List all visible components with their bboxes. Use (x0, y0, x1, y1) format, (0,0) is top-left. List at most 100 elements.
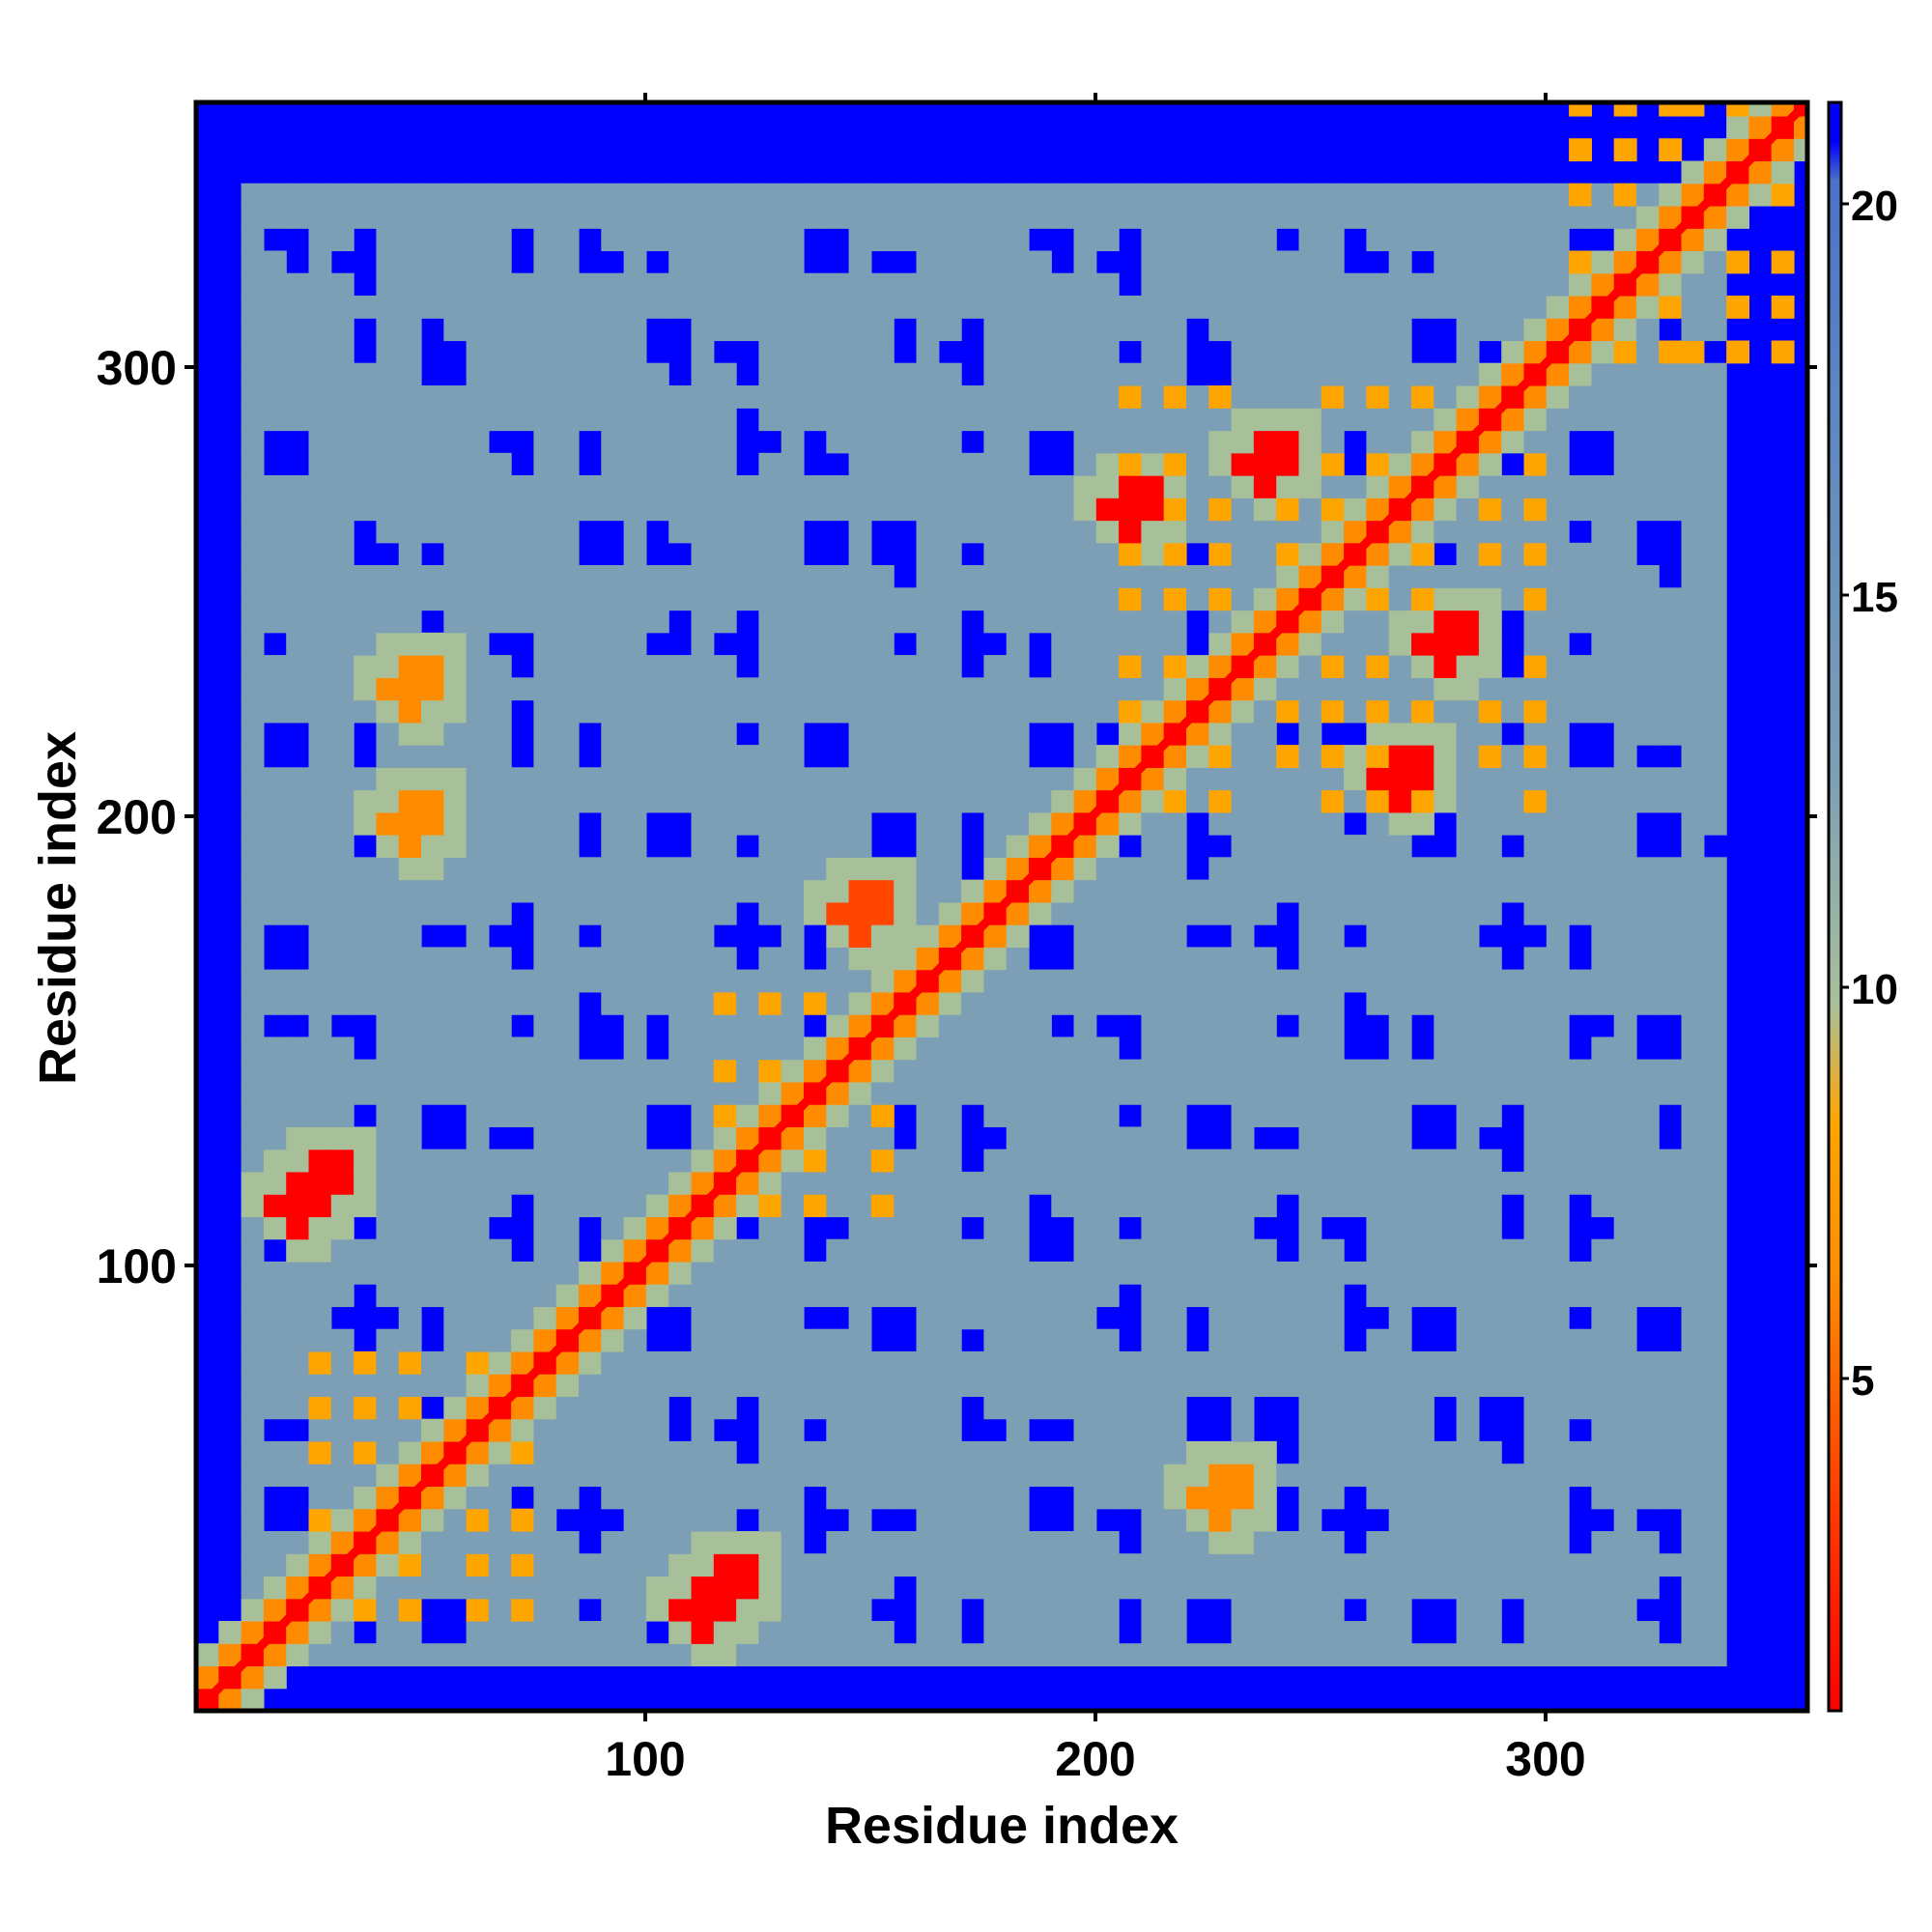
heatmap-cell (961, 1463, 984, 1488)
heatmap-cell (241, 1149, 265, 1173)
heatmap-cell (1411, 228, 1435, 252)
heatmap-cell (1635, 1171, 1660, 1195)
heatmap-cell (579, 565, 602, 588)
heatmap-cell (1591, 655, 1615, 678)
heatmap-cell (354, 1194, 377, 1218)
heatmap-cell (1006, 1553, 1030, 1577)
heatmap-cell (713, 991, 737, 1015)
heatmap-cell (870, 1104, 895, 1127)
heatmap-cell (308, 520, 332, 544)
heatmap-cell (466, 1553, 490, 1577)
heatmap-cell (1344, 565, 1367, 588)
heatmap-cell (1434, 206, 1458, 229)
heatmap-cell (870, 991, 895, 1015)
heatmap-cell (1388, 1553, 1412, 1577)
heatmap-cell (1208, 1306, 1233, 1330)
heatmap-cell (691, 520, 715, 544)
heatmap-cell (376, 789, 400, 813)
heatmap-cell (983, 1037, 1008, 1061)
heatmap-cell (736, 497, 759, 522)
heatmap-cell (511, 587, 534, 611)
heatmap-cell (623, 565, 647, 588)
heatmap-cell (488, 1553, 512, 1577)
heatmap-cell (1186, 655, 1209, 678)
heatmap-cell (533, 228, 557, 252)
heatmap-cell (601, 408, 625, 432)
heatmap-cell (1344, 587, 1367, 611)
heatmap-cell (1231, 1149, 1255, 1173)
heatmap-cell (1163, 991, 1187, 1015)
heatmap-cell (1276, 1643, 1300, 1667)
heatmap-cell (601, 745, 625, 768)
heatmap-cell (1411, 767, 1435, 791)
heatmap-cell (1681, 632, 1705, 656)
heatmap-cell (781, 565, 805, 588)
heatmap-cell (1703, 1396, 1727, 1420)
heatmap-cell (736, 250, 759, 274)
heatmap-cell (1501, 991, 1525, 1015)
heatmap-cell (1119, 632, 1142, 656)
heatmap-cell (826, 1081, 850, 1105)
heatmap-cell (1456, 1531, 1480, 1554)
heatmap-cell (421, 969, 444, 993)
heatmap-cell (466, 610, 490, 634)
heatmap-cell (263, 835, 287, 858)
heatmap-cell (668, 1350, 693, 1375)
heatmap-cell (511, 857, 534, 881)
x-axis: 100 200 300 Residue index (605, 93, 1586, 1855)
heatmap-cell (241, 1463, 265, 1488)
heatmap-cell (1253, 1081, 1277, 1105)
heatmap-cell (1411, 901, 1435, 925)
heatmap-cell (848, 1621, 872, 1644)
heatmap-cell (1456, 789, 1480, 813)
heatmap-cell (398, 1531, 422, 1554)
heatmap-cell (1703, 587, 1727, 611)
heatmap-cell (1253, 430, 1277, 454)
heatmap-cell (1253, 1598, 1277, 1622)
heatmap-cell (938, 1350, 962, 1375)
heatmap-cell (736, 1621, 759, 1644)
heatmap-cell (870, 1621, 895, 1644)
heatmap-cell (1321, 969, 1345, 993)
heatmap-cell (601, 362, 625, 386)
heatmap-cell (758, 811, 782, 836)
heatmap-cell (1298, 924, 1322, 948)
heatmap-cell (713, 811, 737, 836)
heatmap-cell (1141, 1553, 1165, 1577)
heatmap-cell (1276, 340, 1300, 364)
heatmap-cell (1434, 610, 1458, 634)
heatmap-cell (1298, 1171, 1322, 1195)
heatmap-cell (1366, 362, 1390, 386)
heatmap-cell (1344, 1374, 1367, 1398)
heatmap-cell (826, 296, 850, 319)
heatmap-cell (1073, 250, 1097, 274)
heatmap-cell (623, 206, 647, 229)
heatmap-cell (1434, 1059, 1458, 1083)
heatmap-cell (488, 677, 512, 701)
heatmap-cell (466, 1621, 490, 1644)
heatmap-cell (1208, 1553, 1233, 1577)
heatmap-cell (848, 1104, 872, 1127)
heatmap-cell (1141, 947, 1165, 971)
heatmap-cell (1006, 1171, 1030, 1195)
heatmap-cell (668, 408, 693, 432)
heatmap-cell (511, 991, 534, 1015)
heatmap-cell (1546, 745, 1570, 768)
heatmap-cell (1546, 475, 1570, 498)
heatmap-cell (376, 408, 400, 432)
heatmap-cell (1344, 969, 1367, 993)
heatmap-cell (1095, 1284, 1120, 1308)
heatmap-cell (1231, 610, 1255, 634)
heatmap-cell (1546, 430, 1570, 454)
heatmap-cell (421, 1576, 444, 1600)
heatmap-cell (938, 475, 962, 498)
heatmap-cell (579, 1643, 602, 1667)
heatmap-cell (533, 250, 557, 274)
heatmap-cell (1613, 1621, 1637, 1644)
heatmap-cell (1434, 1037, 1458, 1061)
heatmap-cell (1095, 362, 1120, 386)
heatmap-cell (1659, 947, 1683, 971)
heatmap-cell (488, 1014, 512, 1037)
heatmap-cell (1456, 1081, 1480, 1105)
heatmap-cell (241, 1486, 265, 1510)
